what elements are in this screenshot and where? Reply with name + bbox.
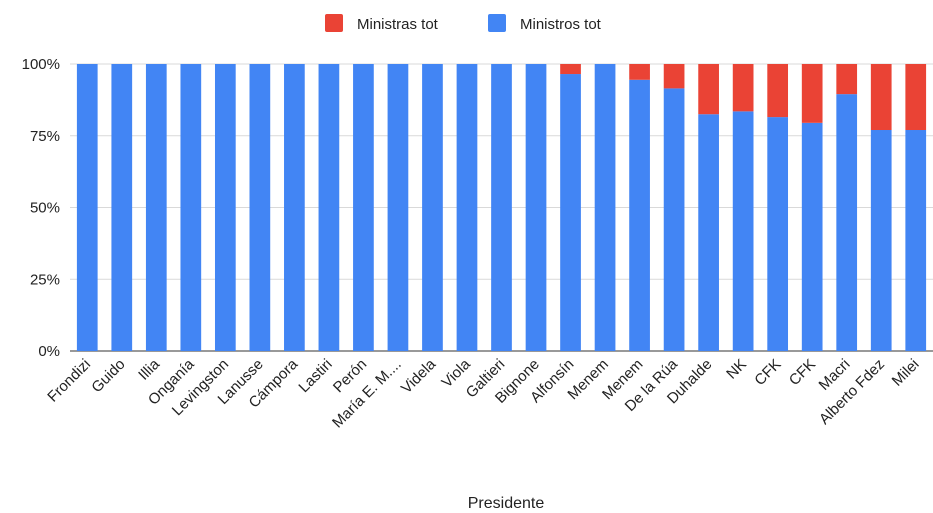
bar-segment-ministras: [870, 64, 892, 131]
x-axis-title: Presidente: [468, 495, 545, 512]
bar-segment-ministras: [560, 64, 581, 75]
bar-segment-ministros: [353, 64, 374, 351]
legend-swatch-ministras: [325, 14, 343, 32]
bar-segment-ministros: [801, 122, 823, 352]
bar-segment-ministros: [387, 64, 409, 351]
y-tick-label: 0%: [38, 343, 60, 360]
bar-segment-ministros: [76, 64, 98, 351]
bar-segment-ministros: [456, 64, 478, 351]
bar-segment-ministros: [698, 114, 719, 351]
x-tick-label: Illia: [135, 355, 163, 383]
bar-segment-ministras: [767, 64, 789, 118]
bar-segment-ministros: [111, 64, 133, 351]
x-tick-label: Guido: [88, 356, 128, 396]
bar-segment-ministros: [767, 117, 789, 351]
bar-segment-ministras: [663, 64, 685, 89]
x-tick-label: Frondizi: [44, 356, 94, 406]
bar-segment-ministras: [698, 64, 719, 115]
bar-segment-ministros: [525, 64, 547, 351]
legend-label-ministros: Ministros tot: [520, 16, 602, 33]
x-tick-label: Lastiri: [295, 356, 335, 396]
legend-label-ministras: Ministras tot: [357, 16, 439, 33]
y-tick-label: 75%: [30, 128, 60, 145]
bar-segment-ministros: [145, 64, 167, 351]
x-tick-label: Milei: [889, 356, 923, 390]
bar-segment-ministras: [732, 64, 754, 112]
bar-segment-ministras: [801, 64, 823, 123]
bar-segment-ministras: [629, 64, 650, 80]
bar-segment-ministras: [905, 64, 927, 131]
bar-segment-ministros: [249, 64, 271, 351]
y-tick-label: 100%: [22, 56, 60, 73]
x-tick-label: CFK: [751, 356, 784, 389]
x-tick-label: Videla: [398, 355, 440, 397]
bar-segment-ministros: [905, 130, 927, 351]
bar-segment-ministros: [732, 111, 754, 351]
bar-segment-ministros: [422, 64, 443, 351]
bar-segment-ministras: [836, 64, 858, 95]
x-tick-label: CFK: [786, 356, 819, 389]
bar-segment-ministros: [318, 64, 340, 351]
bar-segment-ministros: [629, 79, 650, 351]
legend: Ministras tot Ministros tot: [325, 14, 602, 33]
bar-segment-ministros: [180, 64, 202, 351]
bar-segment-ministros: [870, 130, 892, 351]
bar-segment-ministros: [836, 94, 858, 351]
bar-segment-ministros: [284, 64, 305, 351]
bar-segment-ministros: [594, 64, 616, 351]
bar-segment-ministros: [491, 64, 512, 351]
bar-segment-ministros: [214, 64, 236, 351]
x-tick-label: NK: [723, 356, 750, 383]
y-axis-ticks: 0% 25% 50% 75% 100%: [22, 56, 60, 360]
y-tick-label: 25%: [30, 271, 60, 288]
bars: [76, 64, 927, 352]
y-tick-label: 50%: [30, 200, 60, 217]
legend-swatch-ministros: [488, 14, 506, 32]
bar-segment-ministros: [560, 74, 581, 352]
bar-segment-ministros: [663, 88, 685, 352]
